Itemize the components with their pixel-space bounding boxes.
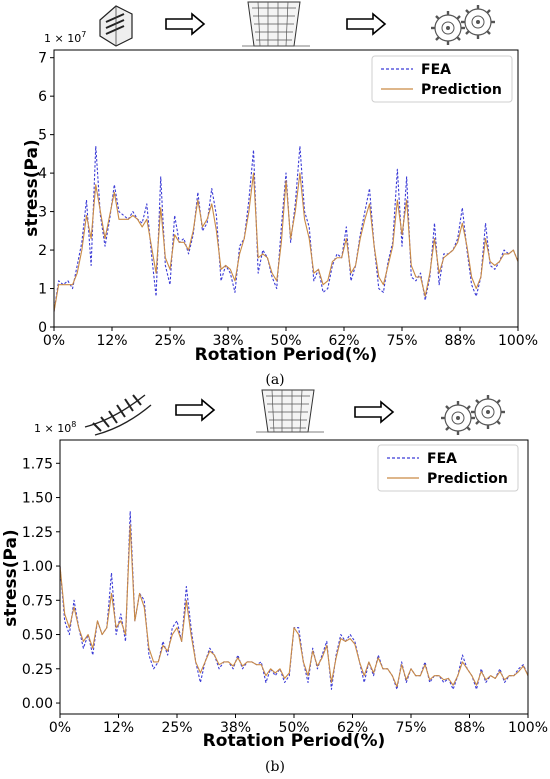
chart-b-y-tick-label: 1.75 — [22, 456, 53, 472]
chart-b-series-prediction-line — [59, 524, 529, 688]
chart-a-x-tick-label: 50% — [270, 333, 301, 349]
chart-a-x-axis-label: Rotation Period(%) — [195, 345, 378, 365]
arrow-right-icon — [354, 401, 394, 423]
chart-b-y-ticks: 0.00 0.25 0.50 0.75 1.00 1.25 1.50 1.75 — [22, 456, 60, 712]
chart-b-legend-box — [377, 444, 519, 492]
chart-a-y-tick-label: 0 — [38, 320, 47, 336]
chart-b-x-ticks: 0% 12% 25% 38% 50% 62% 75% 88% 100% — [49, 714, 548, 736]
gears-icon — [439, 393, 507, 437]
chart-b-x-tick-label: 50% — [278, 720, 309, 736]
panel-b-process-strip — [84, 389, 507, 437]
chart-a-y-tick-label: 5 — [38, 128, 47, 144]
chart-a-x-tick-label: 25% — [154, 333, 185, 349]
chart-a-x-tick-label: 0% — [43, 333, 65, 349]
chart-a: 1 × 107 0% 12% 25% 38% 50% 62% 75% 88% 100% 0 1 2 3… — [22, 30, 538, 388]
chart-b-x-tick-label: 100% — [508, 720, 548, 736]
arrow-right-icon — [175, 399, 215, 421]
chart-b-y-tick-label: 1.00 — [22, 559, 53, 575]
mesh-icon — [256, 389, 324, 433]
cutter-icon — [99, 5, 133, 47]
chart-b-caption: (b) — [265, 759, 285, 775]
panel-a-process-strip — [99, 1, 497, 47]
chart-b-multiplier: 1 × 108 — [34, 420, 76, 435]
chart-a-series-prediction-line — [53, 172, 519, 312]
chart-a-x-tick-label: 100% — [498, 333, 538, 349]
hob-icon — [84, 394, 152, 436]
chart-b-y-tick-label: 1.50 — [22, 491, 53, 507]
gears-icon — [429, 3, 497, 47]
chart-b-series-fea-line — [59, 510, 529, 690]
chart-a-multiplier: 1 × 107 — [44, 30, 86, 45]
chart-a-caption: (a) — [265, 372, 284, 388]
arrow-right-icon — [165, 13, 205, 35]
chart-b-x-tick-label: 88% — [454, 720, 485, 736]
chart-b-x-tick-label: 62% — [337, 720, 368, 736]
chart-b-x-tick-label: 0% — [49, 720, 71, 736]
mesh-icon — [242, 1, 310, 47]
chart-a-x-tick-label: 88% — [444, 333, 475, 349]
chart-a-y-ticks: 0 1 2 3 4 5 6 7 — [38, 51, 54, 336]
chart-b-x-tick-label: 12% — [103, 720, 134, 736]
chart-a-y-tick-label: 3 — [38, 205, 47, 221]
chart-b-x-tick-label: 25% — [161, 720, 192, 736]
chart-b-y-axis-label: stress(Pa) — [1, 529, 21, 626]
chart-b-legend: FEA Prediction — [377, 444, 519, 492]
chart-a-y-tick-label: 4 — [38, 166, 47, 182]
chart-b-x-tick-label: 75% — [395, 720, 426, 736]
chart-a-x-tick-label: 12% — [96, 333, 127, 349]
chart-b-y-tick-label: 0.00 — [22, 696, 53, 712]
chart-b-series-lines — [59, 510, 529, 690]
chart-b-legend-prediction-label: Prediction — [427, 471, 508, 487]
chart-a-legend: FEA Prediction — [371, 55, 513, 103]
chart-a-series-lines — [53, 145, 519, 312]
chart-b-y-tick-label: 1.25 — [22, 525, 53, 541]
chart-a-x-ticks: 0% 12% 25% 38% 50% 62% 75% 88% 100% — [43, 327, 538, 349]
chart-a-y-tick-label: 7 — [38, 51, 47, 67]
arrow-right-icon — [346, 13, 386, 35]
chart-b-y-tick-label: 0.50 — [22, 628, 53, 644]
chart-b-x-tick-label: 38% — [220, 720, 251, 736]
chart-b: 1 × 108 0% 12% 25% 38% 50% 62% 75% 88% 100% 0.00… — [1, 420, 548, 775]
chart-a-x-tick-label: 75% — [386, 333, 417, 349]
chart-a-legend-box — [371, 55, 513, 103]
chart-a-y-tick-label: 1 — [38, 282, 47, 298]
chart-b-legend-fea-label: FEA — [427, 451, 457, 467]
chart-a-legend-prediction-label: Prediction — [421, 82, 502, 98]
chart-a-series-fea-line — [53, 145, 519, 312]
chart-b-y-tick-label: 0.75 — [22, 593, 53, 609]
chart-b-y-tick-label: 0.25 — [22, 662, 53, 678]
chart-a-y-tick-label: 2 — [38, 243, 47, 259]
chart-a-legend-fea-label: FEA — [421, 62, 451, 78]
chart-a-x-tick-label: 62% — [328, 333, 359, 349]
chart-b-x-axis-label: Rotation Period(%) — [203, 731, 386, 751]
chart-a-y-axis-label: stress(Pa) — [22, 139, 42, 236]
chart-a-y-tick-label: 6 — [38, 89, 47, 105]
chart-a-x-tick-label: 38% — [212, 333, 243, 349]
